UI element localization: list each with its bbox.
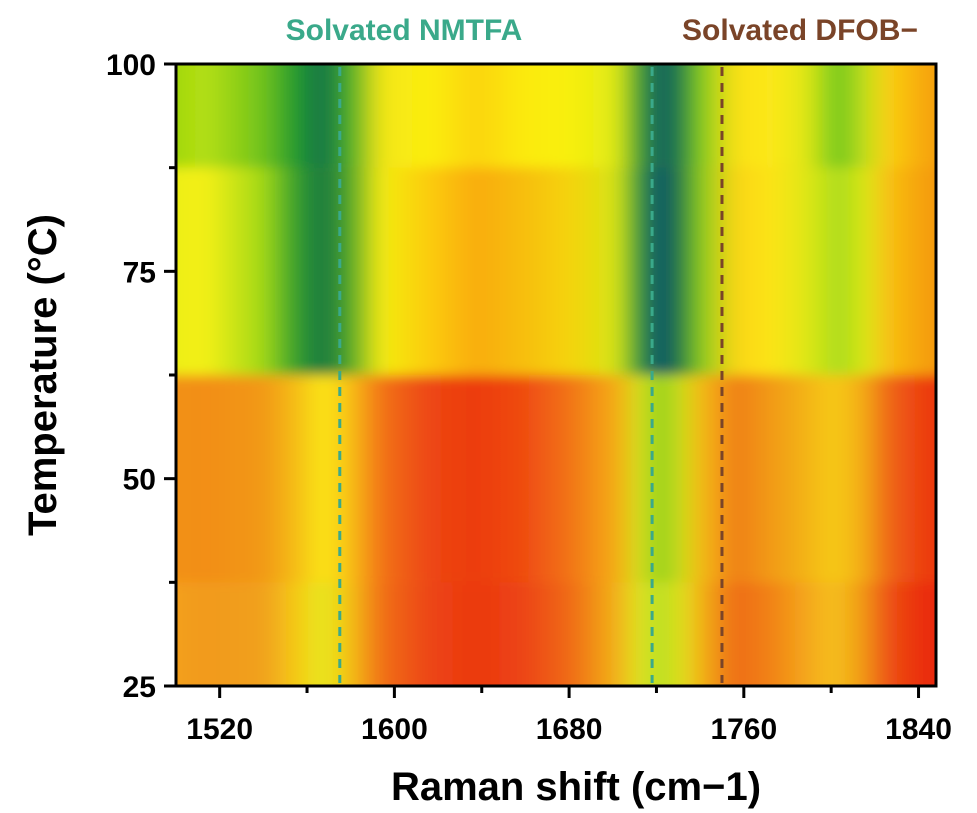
y-tick-label-25: 25 xyxy=(123,671,156,704)
heatmap-surface xyxy=(176,64,936,686)
y-tick-label-50: 50 xyxy=(123,464,156,497)
annotation-solvated-dfob: Solvated DFOB− xyxy=(682,14,918,47)
heatmap-row-50 xyxy=(176,375,936,583)
y-tick-label-75: 75 xyxy=(123,256,156,289)
x-tick-label-1840: 1840 xyxy=(885,713,952,746)
annotation-lines xyxy=(338,67,724,683)
heatmap-row-25 xyxy=(176,582,936,686)
y-axis: 25 50 75 100 xyxy=(106,49,176,704)
x-axis: 1520 1600 1680 1760 1840 xyxy=(186,686,952,746)
x-tick-label-1520: 1520 xyxy=(186,713,253,746)
heatmap-row-100 xyxy=(176,64,936,168)
y-tick-label-100: 100 xyxy=(106,49,156,82)
x-tick-label-1760: 1760 xyxy=(710,713,777,746)
y-axis-title: Temperature (°C) xyxy=(21,214,65,536)
x-axis-title: Raman shift (cm−1) xyxy=(391,765,761,809)
x-tick-label-1680: 1680 xyxy=(536,713,603,746)
annotation-solvated-nmtfa: Solvated NMTFA xyxy=(286,14,523,47)
x-tick-label-1600: 1600 xyxy=(361,713,428,746)
heatmap-row-75 xyxy=(176,167,936,375)
